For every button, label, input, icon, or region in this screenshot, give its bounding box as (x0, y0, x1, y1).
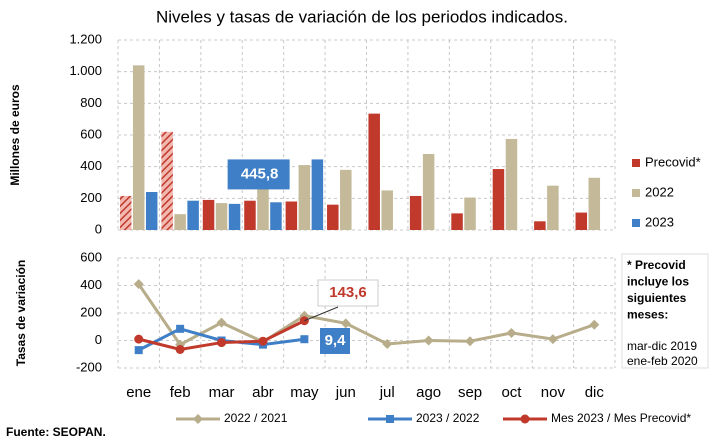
bar (311, 159, 324, 230)
x-tick-label: mar (209, 384, 235, 401)
y-tick-label: 200 (80, 190, 102, 205)
bar (368, 113, 380, 230)
legend-marker (193, 414, 203, 424)
bar (285, 201, 298, 230)
value-label-box (317, 279, 379, 307)
point (340, 318, 351, 329)
bar (174, 214, 186, 230)
value-label: 143,6 (329, 284, 367, 301)
legend-label: 2022 (645, 184, 674, 199)
point (134, 334, 144, 344)
y-tick-label: 0 (95, 221, 102, 236)
point (547, 334, 558, 345)
bar (298, 165, 311, 230)
source: Fuente: SEOPAN. (6, 425, 106, 439)
point (465, 336, 476, 347)
legend-swatch (632, 159, 640, 167)
point (134, 346, 143, 355)
legend-swatch (632, 219, 640, 227)
bar (187, 200, 199, 230)
y-tick-label: 1.000 (69, 63, 102, 78)
bar (464, 197, 476, 230)
value-label: 445,8 (241, 165, 279, 182)
chart-title: Niveles y tasas de variación de los peri… (156, 7, 568, 26)
x-tick-label: jun (335, 384, 356, 401)
legend-marker (520, 414, 530, 424)
y-tick-label: 600 (80, 126, 102, 141)
point (589, 319, 600, 330)
point (423, 335, 434, 346)
legend-label: 2023 / 2022 (416, 411, 480, 425)
bar (257, 188, 269, 230)
bar (492, 169, 505, 230)
bar (270, 202, 282, 230)
bar (161, 131, 173, 230)
value-label-box (320, 328, 350, 354)
y-tick-label: 400 (80, 158, 102, 173)
bar (505, 138, 518, 230)
bar (327, 204, 339, 230)
point (258, 336, 268, 346)
y-tick-label: 800 (80, 95, 102, 110)
x-tick-label: ago (416, 384, 441, 401)
legend-label: 2023 (645, 214, 674, 229)
y-tick-label: 1.200 (69, 31, 102, 46)
note-line: mar-dic 2019 (627, 339, 697, 353)
legend-label: 2022 / 2021 (224, 411, 288, 425)
bar (575, 212, 588, 230)
point (506, 327, 517, 338)
value-label: 9,4 (325, 332, 347, 349)
y-tick-label: 200 (80, 304, 102, 319)
legend-label: Precovid* (645, 154, 701, 169)
x-tick-label: sep (458, 384, 482, 401)
bar (409, 195, 422, 230)
x-tick-label: oct (501, 384, 522, 401)
point (176, 324, 185, 333)
legend-swatch (632, 189, 640, 197)
point (300, 335, 309, 344)
bar (228, 203, 241, 230)
point (133, 279, 144, 290)
bar (588, 177, 601, 230)
y-tick-label: 600 (80, 249, 102, 264)
bar (422, 154, 435, 230)
bar (215, 203, 228, 230)
bar (534, 221, 546, 230)
note-box (621, 253, 709, 369)
x-tick-label: abr (252, 384, 274, 401)
bar (202, 199, 215, 230)
note-line: ene-feb 2020 (627, 354, 698, 368)
bar (381, 190, 393, 230)
line (137, 283, 595, 347)
x-tick-label: dic (585, 384, 605, 401)
y-tick-label: 0 (95, 332, 102, 347)
x-tick-label: feb (170, 384, 191, 401)
legend-label: Mes 2023 / Mes Precovid* (551, 411, 691, 425)
bar (340, 169, 352, 230)
x-tick-label: ene (126, 384, 151, 401)
point (216, 317, 227, 328)
x-tick-label: may (290, 384, 319, 401)
y-axis-title: Millones de euros (8, 84, 22, 186)
x-tick-label: jul (379, 384, 395, 401)
y-axis-title: Tasas de variación (14, 260, 28, 367)
bar (244, 200, 256, 230)
legend-marker (386, 415, 394, 423)
bar (145, 192, 158, 230)
point (217, 338, 227, 348)
y-tick-label: 400 (80, 277, 102, 292)
note-heading: * Precovid incluye los siguientes meses: (627, 258, 689, 322)
point (382, 338, 393, 349)
bar (132, 65, 145, 230)
value-label-box (227, 159, 290, 190)
leader-line (304, 306, 339, 322)
bar (547, 185, 559, 230)
x-tick-label: nov (541, 384, 566, 401)
point (175, 344, 185, 354)
bar (451, 213, 463, 230)
y-tick-label: -200 (76, 359, 102, 374)
bar (119, 195, 132, 230)
